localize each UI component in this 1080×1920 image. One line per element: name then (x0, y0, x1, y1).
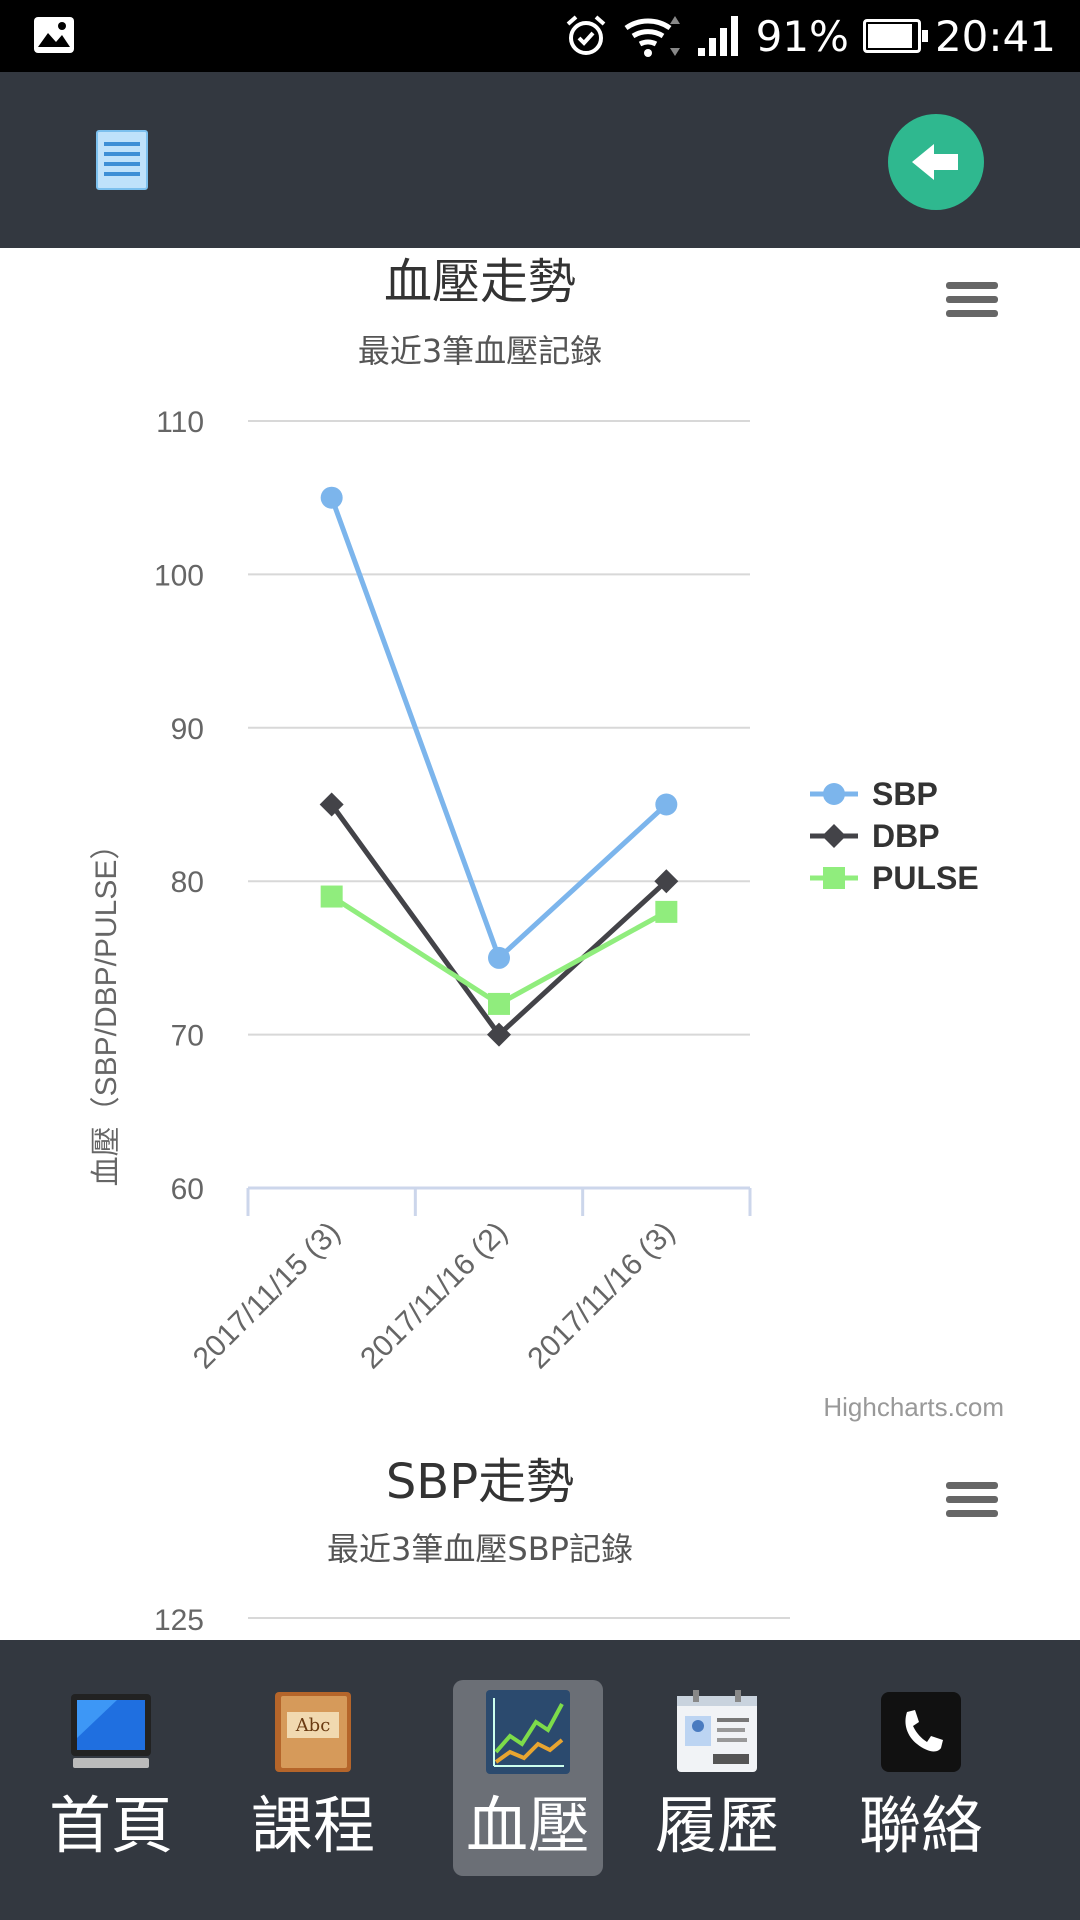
app-header (0, 72, 1080, 248)
data-point-dbp (487, 1022, 511, 1047)
nav-label: 課程 (250, 1789, 375, 1862)
chart-subtitle: 最近3筆血壓記錄 (358, 332, 602, 370)
y-tick-label: 125 (154, 1604, 204, 1637)
nav-item-contact[interactable]: 聯絡 (846, 1680, 996, 1876)
alarm-icon (564, 14, 608, 58)
svg-text:Abc: Abc (295, 1715, 331, 1736)
data-point-sbp (655, 793, 678, 816)
bp-trend-chart: 血壓走勢 最近3筆血壓記錄 血壓（SBP/DBP/PULSE） 60 70 80 90… (90, 254, 1004, 1637)
nav-item-profile[interactable]: 履歷 (642, 1680, 792, 1876)
list-icon[interactable] (96, 130, 148, 190)
bottom-nav: 首頁 Abc 課程 血壓 (0, 1640, 1080, 1920)
signal-icon (696, 14, 742, 58)
y-tick-label: 80 (171, 866, 204, 899)
legend-symbol (822, 824, 846, 848)
chart-menu-icon[interactable] (946, 1482, 998, 1517)
legend-item-pulse[interactable]: PULSE (810, 860, 979, 896)
x-tick-label: 2017/11/16 (3) (522, 1216, 682, 1376)
back-arrow-icon[interactable] (888, 114, 984, 210)
y-tick-label: 100 (154, 559, 204, 592)
y-tick-label: 110 (156, 406, 204, 439)
x-tick-label: 2017/11/15 (3) (187, 1216, 347, 1376)
nav-label: 聯絡 (858, 1789, 983, 1862)
legend-item-dbp[interactable]: DBP (810, 818, 940, 854)
y-tick-label: 60 (171, 1173, 204, 1206)
nav-label: 首頁 (48, 1789, 173, 1862)
clock: 20:41 (934, 11, 1056, 61)
nav-label: 血壓 (465, 1789, 590, 1862)
data-point-dbp (319, 792, 344, 817)
data-point-sbp (320, 486, 343, 509)
chart-credit[interactable]: Highcharts.com (823, 1392, 1004, 1422)
status-bar: 91% 20:41 (0, 0, 1080, 72)
nav-item-home[interactable]: 首頁 (36, 1680, 186, 1876)
chart-subtitle: 最近3筆血壓SBP記錄 (327, 1530, 633, 1568)
legend-symbol (823, 783, 845, 805)
data-point-pulse (488, 992, 510, 1015)
chart-icon (484, 1688, 572, 1776)
legend-item-sbp[interactable]: SBP (810, 776, 938, 812)
nav-label: 履歷 (654, 1789, 779, 1862)
monitor-icon (67, 1688, 155, 1776)
legend-label: SBP (872, 776, 938, 812)
book-icon: Abc (269, 1688, 357, 1776)
id-card-icon (673, 1688, 761, 1776)
nav-item-blood-pressure[interactable]: 血壓 (453, 1680, 603, 1876)
data-point-dbp (654, 869, 679, 894)
phone-icon (877, 1688, 965, 1776)
data-point-sbp (488, 946, 510, 969)
battery-icon (862, 19, 928, 53)
y-tick-label: 90 (171, 713, 204, 746)
chart-title: 血壓走勢 (384, 254, 576, 310)
data-point-pulse (655, 900, 678, 923)
data-point-pulse (320, 885, 343, 908)
y-axis-label: 血壓（SBP/DBP/PULSE） (90, 830, 123, 1187)
legend-label: DBP (872, 818, 940, 854)
wifi-icon (622, 12, 682, 60)
y-tick-label: 70 (171, 1020, 204, 1053)
gallery-icon (34, 17, 74, 53)
battery-percent: 91% (755, 11, 849, 61)
legend-label: PULSE (872, 860, 979, 896)
nav-item-courses[interactable]: Abc 課程 (238, 1680, 388, 1876)
chart-title: SBP走勢 (386, 1454, 574, 1510)
chart-menu-icon[interactable] (946, 282, 998, 317)
x-tick-label: 2017/11/16 (2) (354, 1216, 514, 1376)
chart-scroll-area[interactable]: 血壓走勢 最近3筆血壓記錄 血壓（SBP/DBP/PULSE） 60 70 80 90… (0, 248, 1080, 1640)
legend-symbol (823, 867, 845, 889)
